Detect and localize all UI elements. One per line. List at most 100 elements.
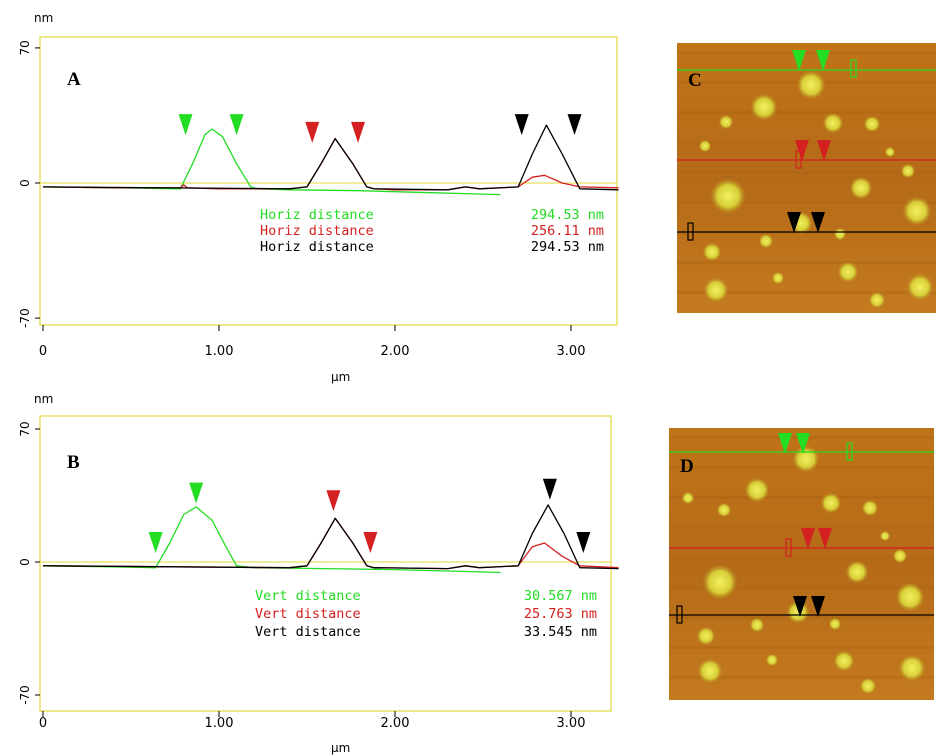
afm-cursor-marker-black [787, 212, 801, 233]
afm-particle [834, 228, 846, 240]
measurement-label: Vert distance [255, 588, 361, 604]
x-unit-label-b: µm [331, 741, 350, 755]
afm-particle [885, 147, 895, 157]
cursor-marker-red [363, 532, 378, 553]
plot-frame [39, 36, 618, 326]
panel-label-c: C [688, 70, 702, 91]
afm-cursor-marker-black [811, 212, 825, 233]
x-tick-label: 0 [39, 716, 47, 731]
cursor-marker-green [189, 482, 204, 504]
afm-texture-stripe [669, 496, 934, 499]
afm-particle [896, 583, 924, 611]
afm-image-d: D [669, 428, 934, 700]
afm-particle [821, 493, 841, 513]
y-tick-label: 0 [18, 179, 32, 187]
afm-particle [719, 115, 733, 129]
series-line-black [42, 124, 619, 191]
afm-image-d-scanlines [669, 433, 934, 624]
afm-cursor-box-red [795, 150, 802, 169]
cursor-marker-green [148, 532, 163, 553]
afm-cursor-box-green [846, 442, 853, 461]
afm-particle [759, 234, 773, 248]
afm-texture-stripe [669, 556, 934, 559]
cursor-marker-black [542, 478, 557, 500]
afm-particle [862, 500, 878, 516]
profile-panel-a: A nm µm 70 0 -70 0 1.00 2.00 3.00 Horiz distanc… [18, 11, 619, 384]
afm-particle [899, 655, 925, 681]
cursor-marker-green [178, 114, 193, 136]
x-tick-label: 3.00 [557, 344, 586, 359]
afm-particle [793, 446, 819, 472]
afm-cursor-marker-green [816, 50, 830, 71]
afm-particle [717, 503, 731, 517]
afm-texture-stripe [677, 171, 936, 174]
y-tick-label: 70 [18, 421, 32, 436]
afm-image-c: C [677, 43, 936, 313]
afm-texture-stripe [677, 111, 936, 114]
measurement-label: Vert distance [255, 606, 361, 622]
measurement-value: 294.53 nm [531, 207, 604, 223]
measurement-label: Horiz distance [260, 207, 374, 223]
afm-particle [703, 565, 737, 599]
cursor-marker-black [514, 114, 529, 136]
afm-cursor-box-black [687, 222, 694, 241]
afm-texture-stripe [677, 51, 936, 54]
afm-cursor-box-red [785, 538, 792, 557]
cursor-marker-red [326, 490, 341, 512]
cursor-marker-red [305, 121, 320, 143]
afm-cursor-box-black [676, 605, 683, 624]
afm-particle [703, 243, 721, 261]
x-tick-label: 1.00 [205, 344, 234, 359]
afm-cursor-marker-black [811, 596, 825, 617]
afm-cursor-marker-red [818, 528, 832, 549]
cursor-marker-black [567, 114, 582, 136]
cursor-marker-black [576, 532, 591, 553]
afm-cursor-marker-green [792, 50, 806, 71]
measurement-value: 25.763 nm [524, 606, 597, 622]
afm-particle [829, 618, 841, 630]
afm-particle [745, 478, 769, 502]
afm-particle [823, 113, 843, 133]
series-line-green [42, 128, 501, 196]
afm-particle [864, 116, 880, 132]
measurement-label: Horiz distance [260, 239, 374, 255]
afm-cursor-marker-black [793, 596, 807, 617]
y-tick-label: -70 [18, 308, 32, 328]
y-unit-label-b: nm [34, 392, 53, 406]
plot-area-b: 70 0 -70 0 1.00 2.00 3.00 Vert distance 30.567 n… [18, 415, 619, 731]
afm-cursor-marker-green [796, 433, 810, 454]
afm-particle [850, 177, 872, 199]
x-unit-label-a: µm [331, 370, 350, 384]
afm-particle [750, 618, 764, 632]
afm-particle [907, 274, 933, 300]
afm-texture-stripe [677, 291, 936, 294]
measurement-label: Horiz distance [260, 223, 374, 239]
afm-image-d-particles [669, 436, 934, 694]
measurement-label: Vert distance [255, 624, 361, 640]
afm-image-c-scanlines [677, 50, 936, 241]
afm-texture-stripe [669, 586, 934, 589]
measurement-value: 256.11 nm [531, 223, 604, 239]
afm-texture-stripe [669, 646, 934, 649]
panel-label-a: A [67, 69, 81, 90]
plot-frame [39, 415, 612, 712]
afm-cursor-marker-red [801, 528, 815, 549]
y-unit-label-a: nm [34, 11, 53, 25]
y-tick-label: -70 [18, 685, 32, 705]
panel-label-b: B [67, 452, 80, 473]
plot-area-a: 70 0 -70 0 1.00 2.00 3.00 Horiz distance 294.53 … [18, 36, 619, 359]
measurement-value: 294.53 nm [531, 239, 604, 255]
afm-particle [846, 561, 868, 583]
profile-panel-b: B nm µm 70 0 -70 0 1.00 2.00 3.00 Vert distance… [18, 392, 619, 755]
afm-cursor-marker-green [778, 433, 792, 454]
afm-particle [682, 492, 694, 504]
afm-particle [699, 140, 711, 152]
afm-cursor-box-green [850, 59, 857, 78]
afm-texture-stripe [677, 201, 936, 204]
measurement-value: 30.567 nm [524, 588, 597, 604]
x-tick-label: 1.00 [205, 716, 234, 731]
y-tick-label: 0 [18, 558, 32, 566]
series-line-green [42, 506, 501, 574]
afm-cursor-marker-red [795, 140, 809, 161]
